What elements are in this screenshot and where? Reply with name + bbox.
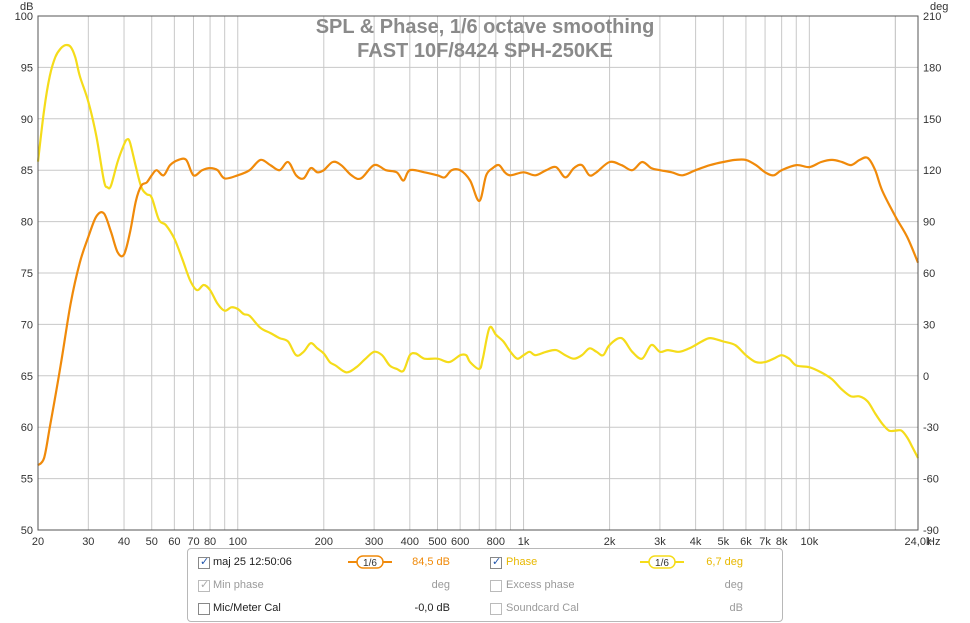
excess-phase-value: deg	[724, 579, 743, 591]
left-tick-label: 85	[21, 165, 33, 177]
right-tick-label: -90	[923, 525, 939, 537]
x-tick-label: 24,0k	[905, 536, 932, 548]
x-tick-label: 80	[204, 536, 216, 548]
x-tick-label: 10k	[800, 536, 818, 548]
right-tick-label: -60	[923, 474, 939, 486]
x-tick-label: 200	[315, 536, 333, 548]
x-tick-label: 400	[401, 536, 419, 548]
left-tick-label: 80	[21, 217, 33, 229]
mic-cal-value: -0,0 dB	[414, 602, 450, 614]
soundcard-cal-checkbox[interactable]	[490, 603, 502, 615]
legend-panel: maj 25 12:50:06 1/6 84,5 dB Phase 1/6 6,…	[187, 548, 783, 622]
soundcard-cal-value: dB	[729, 602, 743, 614]
x-tick-label: 3k	[654, 536, 666, 548]
x-tick-label: 2k	[604, 536, 616, 548]
x-tick-label: 4k	[690, 536, 702, 548]
grid	[37, 15, 918, 531]
chart-title: SPL & Phase, 1/6 octave smoothing	[316, 16, 655, 38]
x-tick-label: 5k	[717, 536, 729, 548]
phase-checkbox[interactable]	[490, 555, 502, 569]
left-tick-label: 50	[21, 525, 33, 537]
x-tick-label: 600	[451, 536, 469, 548]
right-tick-label: 90	[923, 217, 935, 229]
right-tick-label: 60	[923, 268, 935, 280]
legend-row-measurement: maj 25 12:50:06 1/6 84,5 dB Phase 1/6 6,…	[188, 553, 782, 573]
left-tick-label: 100	[15, 11, 33, 23]
right-tick-label: 210	[923, 11, 941, 23]
x-tick-label: 100	[229, 536, 247, 548]
min-phase-value: deg	[431, 579, 450, 591]
left-tick-label: 60	[21, 422, 33, 434]
phase-label: Phase	[506, 556, 538, 568]
phase-series-line	[36, 43, 919, 459]
series-group	[36, 43, 920, 467]
right-tick-label: -30	[923, 422, 939, 434]
left-tick-label: 65	[21, 371, 33, 383]
right-tick-label: 120	[923, 165, 941, 177]
min-phase-checkbox[interactable]	[198, 578, 210, 592]
left-axis-unit: dB	[20, 1, 33, 13]
x-tick-label: 1k	[518, 536, 530, 548]
left-tick-label: 95	[21, 62, 33, 74]
measurement-label: maj 25 12:50:06	[213, 556, 292, 568]
x-tick-label: 6k	[740, 536, 752, 548]
x-tick-label: 300	[365, 536, 383, 548]
phase-smoothing-label: 1/6	[655, 558, 669, 569]
phase-value: 6,7 deg	[706, 556, 743, 568]
excess-phase-label: Excess phase	[506, 579, 575, 591]
spl-smoothing-label: 1/6	[363, 558, 377, 569]
x-tick-label: 800	[487, 536, 505, 548]
min-phase-label: Min phase	[213, 579, 264, 591]
x-tick-label: 20	[32, 536, 44, 548]
phase-smoothing-swatch[interactable]: 1/6	[640, 555, 684, 569]
plot-frame	[37, 15, 919, 531]
legend-row-minphase: Min phase deg Excess phase deg	[188, 576, 782, 596]
x-tick-label: 60	[168, 536, 180, 548]
legend-row-cal: Mic/Meter Cal -0,0 dB Soundcard Cal dB	[188, 599, 782, 619]
soundcard-cal-label: Soundcard Cal	[506, 602, 579, 614]
mic-cal-checkbox[interactable]	[198, 603, 210, 615]
right-tick-label: 150	[923, 114, 941, 126]
mic-cal-label: Mic/Meter Cal	[213, 602, 281, 614]
x-tick-label: 8k	[776, 536, 788, 548]
x-tick-label: 7k	[759, 536, 771, 548]
chart-subtitle: FAST 10F/8424 SPH-250KE	[357, 40, 613, 62]
axis-ticks: 20 30 40 50 60 70 80 100 200 300 400 500 600 800 1k 2k 3…	[15, 11, 942, 548]
x-tick-label: 30	[82, 536, 94, 548]
x-tick-label: 500	[428, 536, 446, 548]
left-tick-label: 70	[21, 319, 33, 331]
x-tick-label: 70	[187, 536, 199, 548]
spl-series-line	[37, 156, 920, 467]
spl-value: 84,5 dB	[412, 556, 450, 568]
right-tick-label: 30	[923, 319, 935, 331]
measurement-checkbox[interactable]	[198, 555, 210, 569]
excess-phase-checkbox[interactable]	[490, 580, 502, 592]
x-axis-unit: Hz	[927, 536, 940, 548]
x-tick-label: 50	[146, 536, 158, 548]
x-tick-label: 40	[118, 536, 130, 548]
spl-smoothing-swatch[interactable]: 1/6	[348, 555, 392, 569]
right-axis-unit: deg	[930, 1, 948, 13]
left-tick-label: 55	[21, 474, 33, 486]
right-tick-label: 0	[923, 371, 929, 383]
right-tick-label: 180	[923, 62, 941, 74]
left-tick-label: 90	[21, 114, 33, 126]
left-tick-label: 75	[21, 268, 33, 280]
